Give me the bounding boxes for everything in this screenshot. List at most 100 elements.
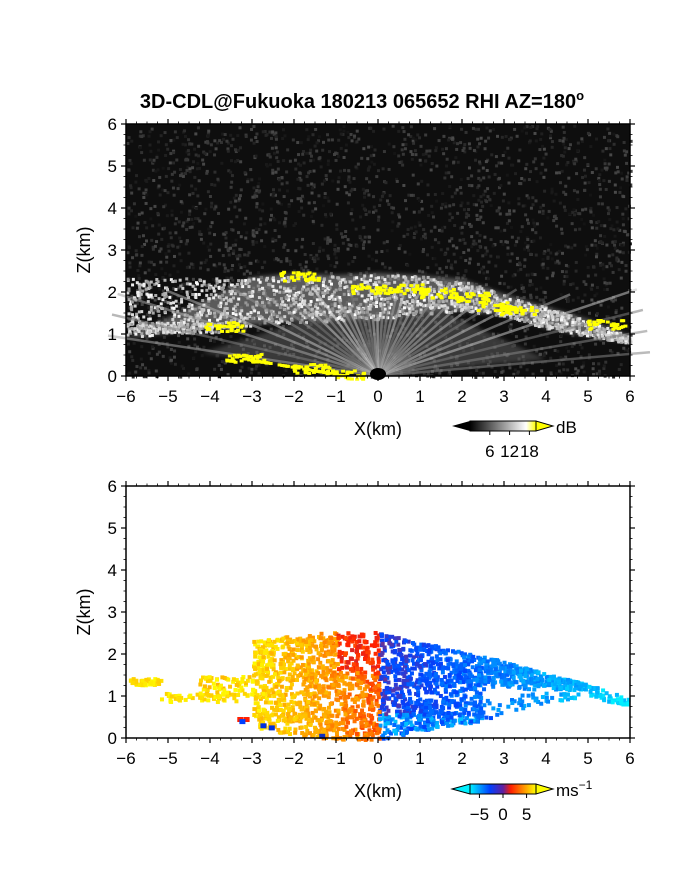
high-echo-pixel bbox=[587, 320, 591, 323]
noise-pixel bbox=[252, 125, 255, 128]
cloud-pixel bbox=[330, 283, 333, 286]
noise-pixel bbox=[147, 177, 150, 180]
noise-pixel bbox=[404, 251, 407, 254]
noise-pixel bbox=[361, 204, 364, 207]
noise-pixel bbox=[187, 218, 190, 221]
noise-pixel bbox=[188, 210, 191, 213]
noise-pixel bbox=[460, 178, 463, 181]
noise-pixel bbox=[207, 245, 210, 248]
noise-pixel bbox=[193, 337, 196, 340]
noise-pixel bbox=[604, 361, 607, 364]
noise-pixel bbox=[392, 145, 395, 148]
cloud-pixel bbox=[525, 317, 528, 320]
noise-pixel bbox=[608, 162, 611, 165]
noise-pixel bbox=[614, 235, 617, 238]
noise-pixel bbox=[532, 203, 535, 206]
cloud-pixel bbox=[250, 311, 253, 314]
noise-pixel bbox=[196, 167, 199, 170]
noise-pixel bbox=[205, 172, 208, 175]
noise-pixel bbox=[213, 263, 216, 266]
noise-pixel bbox=[595, 255, 598, 258]
cloud-pixel bbox=[560, 318, 563, 321]
noise-pixel bbox=[622, 347, 625, 350]
noise-pixel bbox=[130, 140, 133, 143]
noise-pixel bbox=[136, 227, 139, 230]
noise-pixel bbox=[360, 157, 363, 160]
noise-pixel bbox=[580, 137, 583, 140]
noise-pixel bbox=[594, 343, 597, 346]
cloud-pixel bbox=[336, 310, 339, 313]
noise-pixel bbox=[378, 204, 381, 207]
cloud-pixel bbox=[139, 327, 142, 330]
noise-pixel bbox=[555, 225, 558, 228]
noise-pixel bbox=[197, 154, 200, 157]
noise-pixel bbox=[194, 350, 197, 353]
noise-pixel bbox=[552, 272, 555, 275]
noise-pixel bbox=[451, 136, 454, 139]
cloud-pixel bbox=[200, 325, 203, 328]
cloud-pixel bbox=[126, 278, 129, 281]
noise-pixel bbox=[555, 364, 558, 367]
noise-pixel bbox=[603, 277, 606, 280]
noise-pixel bbox=[428, 149, 431, 152]
noise-pixel bbox=[516, 135, 519, 138]
noise-pixel bbox=[581, 208, 584, 211]
noise-pixel bbox=[213, 153, 216, 156]
noise-pixel bbox=[366, 157, 369, 160]
noise-pixel bbox=[220, 368, 223, 371]
noise-pixel bbox=[229, 335, 232, 338]
noise-pixel bbox=[220, 162, 223, 165]
noise-pixel bbox=[594, 274, 597, 277]
noise-pixel bbox=[239, 160, 242, 163]
noise-pixel bbox=[507, 182, 510, 185]
noise-pixel bbox=[207, 190, 210, 193]
noise-pixel bbox=[170, 180, 173, 183]
noise-pixel bbox=[255, 228, 258, 231]
high-echo-pixel bbox=[316, 370, 320, 373]
noise-pixel bbox=[285, 170, 288, 173]
noise-pixel bbox=[482, 193, 485, 196]
high-echo-pixel bbox=[351, 287, 355, 290]
high-echo-pixel bbox=[483, 297, 487, 300]
noise-pixel bbox=[155, 240, 158, 243]
noise-pixel bbox=[531, 196, 534, 199]
cloud-pixel bbox=[205, 289, 208, 292]
noise-pixel bbox=[318, 250, 321, 253]
noise-pixel bbox=[603, 224, 606, 227]
noise-pixel bbox=[501, 243, 504, 246]
noise-pixel bbox=[382, 167, 385, 170]
noise-pixel bbox=[209, 243, 212, 246]
cloud-pixel bbox=[185, 277, 188, 280]
noise-pixel bbox=[519, 230, 522, 233]
noise-pixel bbox=[380, 250, 383, 253]
noise-pixel bbox=[134, 181, 137, 184]
cloud-pixel bbox=[194, 288, 197, 291]
high-echo-pixel bbox=[390, 291, 394, 294]
noise-pixel bbox=[180, 259, 183, 262]
noise-pixel bbox=[312, 133, 315, 136]
noise-pixel bbox=[524, 241, 527, 244]
cloud-pixel bbox=[138, 286, 141, 289]
noise-pixel bbox=[518, 262, 521, 265]
noise-pixel bbox=[326, 133, 329, 136]
noise-pixel bbox=[525, 132, 528, 135]
noise-pixel bbox=[623, 149, 626, 152]
noise-pixel bbox=[367, 146, 370, 149]
noise-pixel bbox=[509, 325, 512, 328]
noise-pixel bbox=[414, 149, 417, 152]
noise-pixel bbox=[140, 254, 143, 257]
cloud-pixel bbox=[267, 301, 270, 304]
y-tick-label: 5 bbox=[108, 157, 117, 176]
noise-pixel bbox=[503, 229, 506, 232]
cloud-pixel bbox=[134, 327, 137, 330]
noise-pixel bbox=[152, 179, 155, 182]
noise-pixel bbox=[198, 220, 201, 223]
noise-pixel bbox=[479, 209, 482, 212]
noise-pixel bbox=[365, 189, 368, 192]
noise-pixel bbox=[597, 202, 600, 205]
high-echo-pixel bbox=[606, 321, 610, 324]
noise-pixel bbox=[301, 195, 304, 198]
high-echo-pixel bbox=[612, 322, 616, 325]
noise-pixel bbox=[559, 181, 562, 184]
noise-pixel bbox=[141, 363, 144, 366]
